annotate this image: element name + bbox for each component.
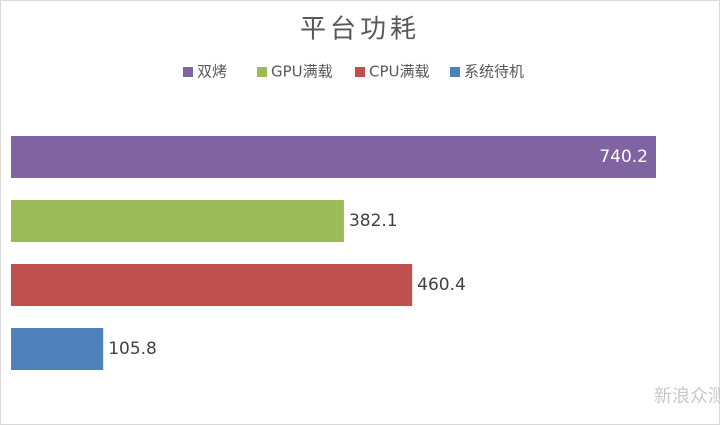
legend-swatch — [257, 67, 267, 77]
legend-label: GPU满载 — [271, 63, 333, 81]
legend-label: 系统待机 — [464, 63, 524, 81]
legend-swatch — [355, 67, 365, 77]
bar — [11, 264, 413, 306]
data-label: 460.4 — [417, 275, 466, 295]
legend-label: CPU满载 — [369, 63, 430, 81]
bar — [11, 200, 344, 242]
legend-swatch — [183, 67, 193, 77]
watermark: 新浪众测 — [654, 386, 720, 407]
bar — [11, 136, 656, 178]
data-label: 105.8 — [108, 339, 157, 359]
legend-swatch — [450, 67, 460, 77]
data-label: 740.2 — [599, 147, 648, 167]
chart-title: 平台功耗 — [300, 15, 420, 45]
legend-label: 双烤 — [197, 63, 227, 81]
bar — [11, 328, 104, 370]
data-label: 382.1 — [349, 211, 398, 231]
